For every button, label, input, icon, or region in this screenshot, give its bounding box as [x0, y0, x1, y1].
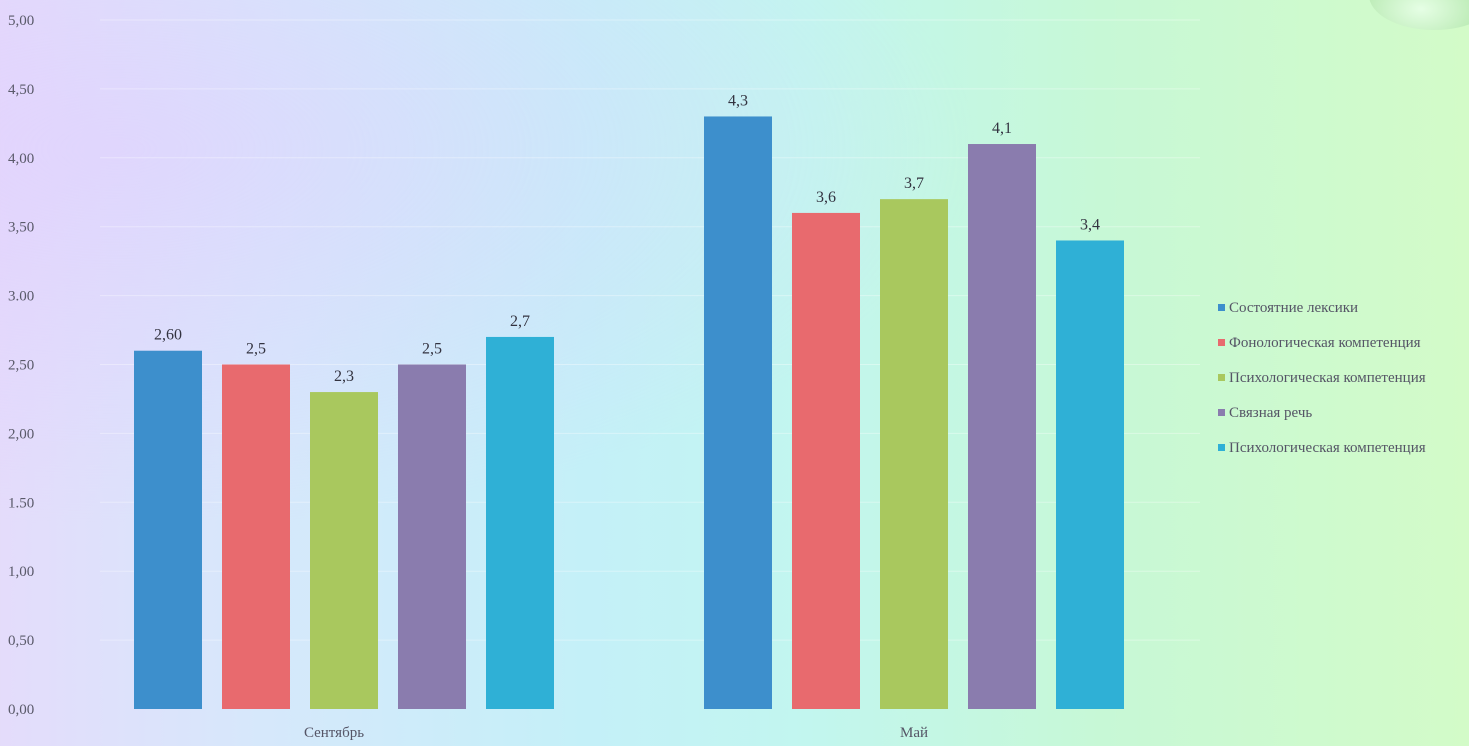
y-tick-label: 0,00	[8, 702, 34, 718]
bar-value-label: 2,5	[422, 341, 442, 358]
legend-label: Психологическая компетенция	[1229, 440, 1426, 456]
legend: Состоятние лексики Фонологическая компете…	[1218, 300, 1426, 456]
legend-swatch	[1218, 304, 1225, 311]
bar	[486, 336, 554, 709]
bar-value-label: 3,6	[816, 189, 836, 206]
bar	[880, 199, 948, 709]
y-tick-label: 5,00	[8, 13, 34, 29]
bar-value-label: 4,3	[728, 92, 748, 109]
legend-swatch	[1218, 374, 1225, 381]
x-category-label: Май	[900, 725, 928, 741]
legend-swatch	[1218, 444, 1225, 451]
legend-label: Психологическая компетенция	[1229, 370, 1426, 386]
bar	[792, 212, 860, 710]
y-tick-label: 2,00	[8, 426, 34, 442]
bar-value-label: 3,7	[904, 175, 924, 192]
y-tick-label: 1,00	[8, 564, 34, 580]
bar-value-label: 2,3	[334, 368, 354, 385]
y-tick-label: 0,50	[8, 633, 34, 649]
y-tick-label: 3.00	[8, 289, 34, 305]
bar-value-label: 3,4	[1080, 216, 1100, 233]
data-labels: 2,60 2,5 2,3 2,5 2,7 4,3 3,6 3,7 4,1 3,4	[154, 92, 1100, 385]
y-tick-label: 4,00	[8, 151, 34, 167]
y-tick-label: 1.50	[8, 495, 34, 511]
bar	[222, 364, 290, 709]
legend-label: Состоятние лексики	[1229, 300, 1358, 316]
y-tick-label: 2,50	[8, 358, 34, 374]
bar-value-label: 2,5	[246, 341, 266, 358]
y-tick-label: 4,50	[8, 82, 34, 98]
legend-swatch	[1218, 409, 1225, 416]
bar	[134, 350, 202, 709]
bars	[134, 116, 1124, 710]
bar	[1056, 240, 1124, 710]
bar	[310, 392, 378, 709]
bar-value-label: 2,7	[510, 313, 530, 330]
bar	[968, 144, 1036, 709]
legend-label: Фонологическая компетенция	[1229, 335, 1421, 351]
bar-value-label: 4,1	[992, 120, 1012, 137]
legend-swatch	[1218, 339, 1225, 346]
y-tick-label: 3,50	[8, 220, 34, 236]
bar-value-label: 2,60	[154, 327, 182, 344]
bar	[398, 364, 466, 709]
legend-label: Связная речь	[1229, 405, 1312, 421]
y-axis-ticks: 0,00 0,50 1,00 1.50 2,00 2,50 3.00 3,50 4,00 4,50…	[8, 13, 34, 718]
x-category-label: Сентябрь	[304, 725, 364, 741]
x-axis-categories: Сентябрь Май	[304, 725, 928, 741]
bar	[704, 116, 772, 709]
